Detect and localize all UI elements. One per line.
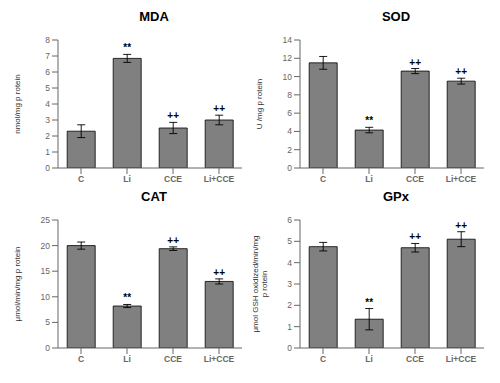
svg-text:2: 2 <box>287 300 292 310</box>
svg-text:0: 0 <box>287 343 292 353</box>
svg-text:CCE: CCE <box>164 174 182 184</box>
svg-text:3: 3 <box>287 279 292 289</box>
svg-text:**: ** <box>123 292 131 303</box>
svg-text:15: 15 <box>41 266 51 276</box>
svg-text:8: 8 <box>45 35 50 45</box>
svg-text:nmol/mg p rotein: nmol/mg p rotein <box>13 74 22 134</box>
svg-text:++: ++ <box>213 267 225 278</box>
html-text:GPx: GPx <box>383 189 409 204</box>
svg-text:20: 20 <box>41 241 51 251</box>
svg-text:7: 7 <box>45 51 50 61</box>
svg-text:C: C <box>78 174 84 184</box>
svg-text:5: 5 <box>45 83 50 93</box>
svg-text:Li: Li <box>123 174 131 184</box>
svg-text:12: 12 <box>283 53 293 63</box>
svg-text:CCE: CCE <box>406 354 424 364</box>
svg-text:CCE: CCE <box>164 354 182 364</box>
svg-text:1: 1 <box>287 322 292 332</box>
svg-text:C: C <box>78 354 84 364</box>
svg-text:CCE: CCE <box>406 174 424 184</box>
svg-text:0: 0 <box>287 163 292 173</box>
svg-text:3: 3 <box>45 115 50 125</box>
svg-text:2: 2 <box>287 145 292 155</box>
svg-text:++: ++ <box>167 110 179 121</box>
svg-text:6: 6 <box>287 108 292 118</box>
html-text:CAT: CAT <box>141 189 167 204</box>
svg-text:++: ++ <box>213 103 225 114</box>
svg-text:C: C <box>320 354 326 364</box>
svg-text:4: 4 <box>45 99 50 109</box>
html-text:SOD: SOD <box>381 9 411 24</box>
svg-text:μmol/min/mg p rotein: μmol/min/mg p rotein <box>13 247 22 322</box>
svg-text:++: ++ <box>409 57 421 68</box>
svg-text:6: 6 <box>45 67 50 77</box>
svg-text:5: 5 <box>45 317 50 327</box>
svg-text:U /mg p rotein: U /mg p rotein <box>255 79 264 129</box>
svg-text:0: 0 <box>45 343 50 353</box>
svg-text:0: 0 <box>45 163 50 173</box>
svg-text:4: 4 <box>287 126 292 136</box>
svg-text:μmol GSH oxidized/min/mgp rote: μmol GSH oxidized/min/mgp rotein <box>251 235 269 332</box>
svg-text:4: 4 <box>287 258 292 268</box>
svg-text:8: 8 <box>287 90 292 100</box>
svg-text:Li: Li <box>365 174 373 184</box>
svg-text:1: 1 <box>45 147 50 157</box>
svg-text:6: 6 <box>287 215 292 225</box>
svg-text:2: 2 <box>45 131 50 141</box>
svg-text:Li+CCE: Li+CCE <box>204 354 235 364</box>
svg-text:Li: Li <box>365 354 373 364</box>
svg-text:14: 14 <box>283 35 293 45</box>
svg-text:**: ** <box>365 115 373 126</box>
svg-text:Li+CCE: Li+CCE <box>204 174 235 184</box>
svg-text:**: ** <box>123 42 131 53</box>
svg-text:5: 5 <box>287 236 292 246</box>
svg-text:C: C <box>320 174 326 184</box>
html-text:MDA: MDA <box>139 9 169 24</box>
svg-text:Li+CCE: Li+CCE <box>446 174 477 184</box>
svg-text:10: 10 <box>41 292 51 302</box>
svg-text:Li: Li <box>123 354 131 364</box>
svg-text:10: 10 <box>283 72 293 82</box>
svg-text:**: ** <box>365 297 373 308</box>
svg-text:++: ++ <box>455 66 467 77</box>
svg-text:++: ++ <box>409 231 421 242</box>
svg-text:++: ++ <box>167 235 179 246</box>
svg-text:25: 25 <box>41 215 51 225</box>
svg-text:++: ++ <box>455 220 467 231</box>
svg-text:Li+CCE: Li+CCE <box>446 354 477 364</box>
